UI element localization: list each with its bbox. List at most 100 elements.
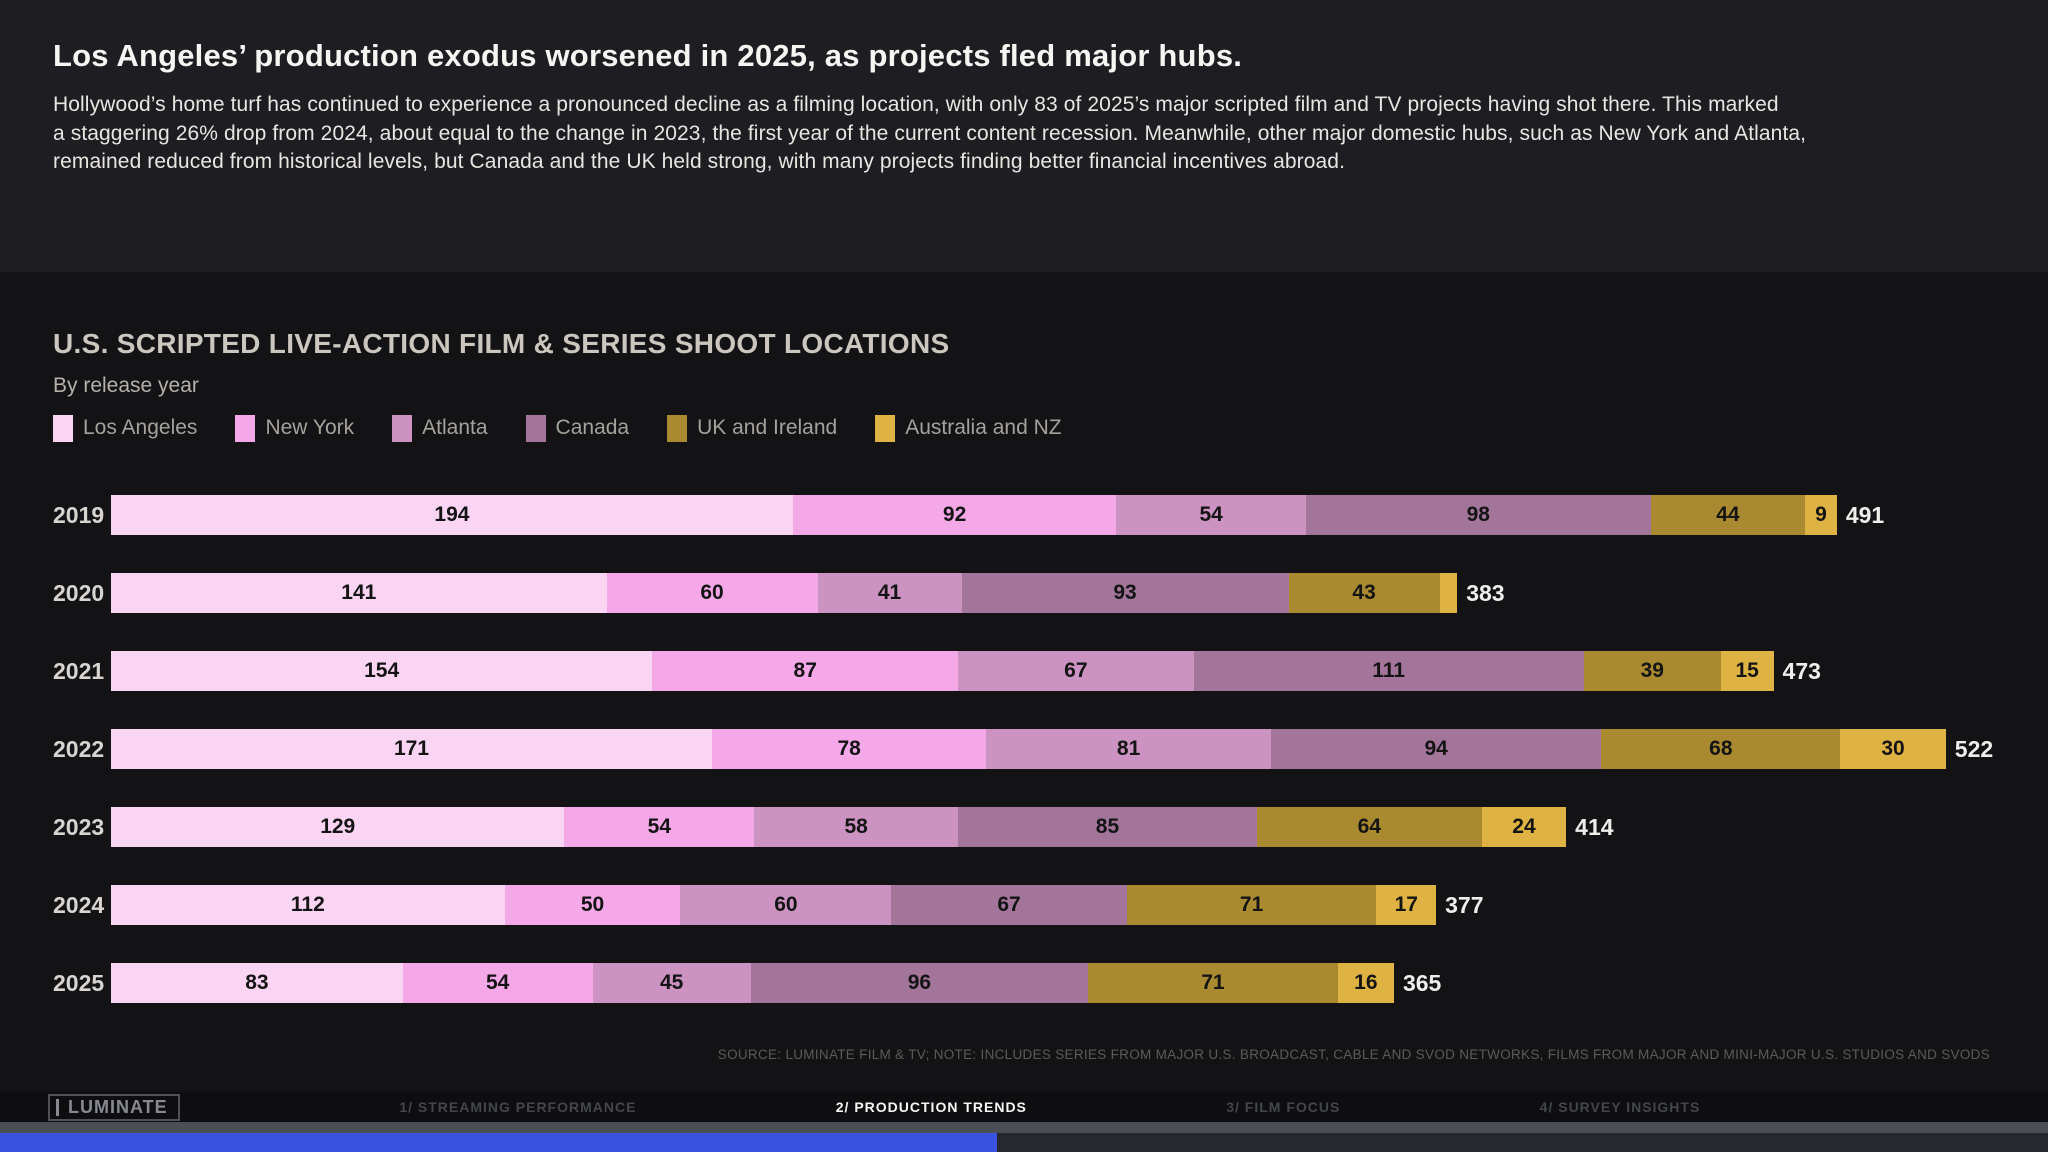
footer-nav-item-2-production-trends[interactable]: 2/ PRODUCTION TRENDS	[835, 1099, 1027, 1115]
segment-uk-and-ireland: 68	[1601, 729, 1841, 769]
legend-swatch-uk-and-ireland	[667, 414, 688, 442]
segment-value: 96	[907, 971, 932, 994]
segment-canada: 67	[891, 885, 1127, 925]
segment-value: 39	[1640, 659, 1664, 682]
legend-label: Atlanta	[422, 416, 488, 439]
segment-value: 9	[1815, 503, 1827, 526]
segment-value: 98	[1466, 503, 1490, 526]
segment-value: 93	[1113, 581, 1137, 604]
segment-value: 92	[942, 503, 967, 526]
segment-value: 60	[774, 893, 798, 916]
footer-nav-item-1-streaming-performance[interactable]: 1/ STREAMING PERFORMANCE	[399, 1099, 637, 1115]
total-label: 522	[1954, 735, 1994, 762]
year-label: 2021	[53, 657, 105, 684]
segment-canada: 94	[1270, 729, 1602, 769]
footer-divider-strip	[0, 1122, 2048, 1133]
segment-value: 17	[1394, 893, 1418, 916]
segment-value: 54	[485, 971, 510, 994]
total-label: 365	[1402, 969, 1442, 996]
year-label: 2023	[53, 813, 105, 840]
segment-canada: 85	[958, 807, 1257, 847]
legend: Los Angeles New York Atlanta Canada UK and I…	[53, 414, 2048, 442]
segment-value: 54	[1199, 503, 1223, 526]
segment-value: 44	[1716, 503, 1740, 526]
segment-los-angeles: 83	[111, 963, 403, 1003]
segment-value: 67	[1064, 659, 1088, 682]
segment-new-york: 54	[402, 963, 593, 1003]
chart-subtitle: By release year	[53, 374, 199, 397]
segment-los-angeles: 194	[111, 495, 793, 535]
segment-uk-and-ireland: 43	[1288, 573, 1440, 613]
bars: 2019 194 92 54 98 44 9 491 2020 141 60 41 93 43 383 202…	[53, 495, 2048, 1003]
bar-row-2022: 2022 171 78 81 94 68 30 522	[53, 729, 2048, 769]
total-label: 414	[1575, 813, 1614, 840]
legend-swatch-atlanta	[392, 414, 413, 442]
segment-atlanta: 41	[817, 573, 962, 613]
segment-australia-and-nz: 30	[1840, 729, 1946, 769]
segment-new-york: 78	[712, 729, 987, 769]
segment-value: 71	[1239, 893, 1264, 916]
segment-australia-and-nz: 15	[1720, 651, 1774, 691]
legend-label: UK and Ireland	[697, 416, 838, 439]
segment-canada: 93	[961, 573, 1289, 613]
segment-new-york: 92	[792, 495, 1117, 535]
bar-row-2021: 2021 154 87 67 111 39 15 473	[53, 651, 2048, 691]
chart-title: U.S. SCRIPTED LIVE-ACTION FILM & SERIES …	[53, 328, 950, 359]
segment-new-york: 60	[606, 573, 818, 613]
header-section: Los Angeles’ production exodus worsened …	[0, 0, 2048, 272]
segment-los-angeles: 141	[111, 573, 607, 613]
legend-swatch-australia-and-nz	[875, 414, 896, 442]
segment-canada: 111	[1193, 651, 1584, 691]
footer-nav-item-4-survey-insights[interactable]: 4/ SURVEY INSIGHTS	[1539, 1099, 1701, 1115]
segment-australia-and-nz: 24	[1481, 807, 1567, 847]
segment-value: 24	[1512, 815, 1536, 838]
total-label: 377	[1445, 891, 1484, 918]
segment-atlanta: 58	[754, 807, 959, 847]
bar-row-2025: 2025 83 54 45 96 71 16 365	[53, 963, 2048, 1003]
segment-australia-and-nz: 17	[1376, 885, 1437, 925]
segment-uk-and-ireland: 64	[1256, 807, 1482, 847]
footer-bar: LUMINATE 1/ STREAMING PERFORMANCE 2/ PROD…	[0, 1092, 2048, 1122]
segment-new-york: 87	[652, 651, 959, 691]
segment-value: 154	[364, 659, 400, 682]
segment-value: 54	[647, 815, 671, 838]
legend-swatch-canada	[525, 414, 546, 442]
footer-nav-item-3-film-focus[interactable]: 3/ FILM FOCUS	[1226, 1099, 1341, 1115]
segment-uk-and-ireland: 39	[1583, 651, 1721, 691]
legend-swatch-new-york	[235, 414, 256, 442]
legend-item-uk-and-ireland: UK and Ireland	[667, 414, 838, 442]
segment-value: 87	[793, 659, 817, 682]
segment-value: 85	[1095, 815, 1120, 838]
segment-value: 171	[394, 737, 430, 760]
segment-uk-and-ireland: 44	[1650, 495, 1806, 535]
headline: Los Angeles’ production exodus worsened …	[53, 38, 1243, 73]
segment-value: 83	[245, 971, 269, 994]
total-label: 383	[1466, 579, 1505, 606]
segment-value: 94	[1424, 737, 1448, 760]
luminate-logo[interactable]: LUMINATE	[48, 1093, 180, 1121]
segment-atlanta: 54	[1116, 495, 1307, 535]
segment-canada: 98	[1306, 495, 1651, 535]
body-copy: Hollywood’s home turf has continued to e…	[53, 93, 1807, 173]
segment-australia-and-nz: 9	[1805, 495, 1837, 535]
year-label: 2020	[53, 579, 105, 606]
segment-value: 71	[1201, 971, 1225, 994]
segment-uk-and-ireland: 71	[1126, 885, 1377, 925]
segment-atlanta: 81	[986, 729, 1271, 769]
segment-value: 50	[580, 893, 605, 916]
segment-atlanta: 60	[680, 885, 892, 925]
segment-canada: 96	[750, 963, 1089, 1003]
legend-label: Los Angeles	[83, 416, 198, 439]
segment-value: 112	[290, 893, 325, 916]
segment-value: 60	[700, 581, 724, 604]
year-label: 2022	[53, 735, 105, 762]
source-note: SOURCE: LUMINATE FILM & TV; NOTE: INCLUD…	[717, 1047, 1990, 1062]
legend-item-los-angeles: Los Angeles	[53, 414, 198, 442]
segment-los-angeles: 129	[111, 807, 565, 847]
bar-row-2020: 2020 141 60 41 93 43 383	[53, 573, 2048, 613]
segment-atlanta: 45	[592, 963, 751, 1003]
legend-label: Australia and NZ	[905, 416, 1062, 439]
legend-item-canada: Canada	[525, 414, 629, 442]
segment-value: 78	[837, 737, 861, 760]
segment-los-angeles: 171	[111, 729, 713, 769]
